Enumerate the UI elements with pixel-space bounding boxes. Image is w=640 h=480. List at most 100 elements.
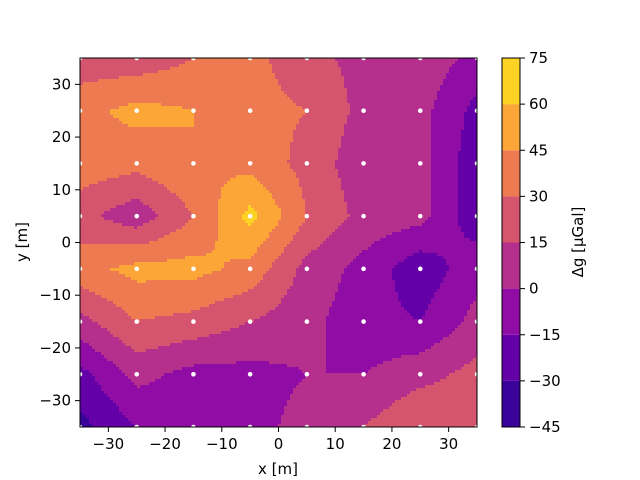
colorbar-band: [502, 334, 520, 381]
station-point: [361, 108, 366, 114]
station-point: [474, 371, 477, 377]
x-tick-label: −30: [93, 435, 125, 453]
station-point: [134, 319, 140, 324]
station-point: [247, 58, 253, 61]
station-point: [134, 266, 140, 272]
station-point: [304, 266, 310, 272]
station-point: [247, 266, 253, 272]
colorbar-tick-label: 45: [529, 141, 548, 159]
y-tick-label: 0: [61, 234, 71, 252]
station-point: [417, 319, 423, 324]
y-tick-label: −10: [39, 286, 71, 304]
station-point: [80, 108, 83, 114]
station-point: [361, 213, 366, 219]
y-tick-label: 10: [52, 181, 71, 199]
station-point: [134, 424, 140, 427]
colorbar-tick-label: 75: [529, 49, 548, 67]
station-point: [247, 319, 253, 324]
station-point: [304, 424, 310, 427]
station-point: [247, 108, 253, 114]
station-point: [134, 58, 140, 61]
station-point: [191, 319, 196, 324]
station-point: [191, 213, 196, 219]
station-point: [134, 371, 140, 377]
station-point: [474, 266, 477, 272]
station-point: [191, 424, 196, 427]
station-point: [417, 424, 423, 427]
colorbar-band: [502, 104, 520, 151]
colorbar: [502, 58, 520, 427]
station-point: [247, 161, 253, 166]
station-point: [80, 371, 83, 377]
station-point: [247, 371, 253, 377]
x-tick-label: −10: [206, 435, 238, 453]
contour-field: [80, 58, 477, 427]
station-point: [417, 266, 423, 272]
y-tick-label: −20: [39, 339, 71, 357]
y-tick-label: 20: [52, 128, 71, 146]
y-axis-label: y [m]: [13, 222, 31, 262]
colorbar-tick-label: 15: [529, 234, 548, 252]
colorbar-tick-label: −30: [529, 372, 561, 390]
colorbar-tick-label: 30: [529, 187, 548, 205]
station-point: [304, 371, 310, 377]
station-point: [247, 424, 253, 427]
y-axis-ticks: −30 −20 −10 0 10 20 30: [39, 75, 80, 410]
x-tick-label: −20: [149, 435, 181, 453]
station-point: [474, 319, 477, 324]
colorbar-band: [502, 242, 520, 289]
station-point: [191, 58, 196, 61]
station-point: [191, 371, 196, 377]
colorbar-band: [502, 380, 520, 427]
station-point: [80, 319, 83, 324]
y-tick-label: 30: [52, 75, 71, 93]
station-point: [304, 319, 310, 324]
station-point: [361, 58, 366, 61]
station-point: [361, 161, 366, 166]
x-tick-label: 0: [274, 435, 284, 453]
colorbar-band: [502, 150, 520, 197]
station-point: [191, 266, 196, 272]
x-tick-label: 10: [326, 435, 345, 453]
station-point: [361, 266, 366, 272]
colorbar-tick-label: 60: [529, 95, 548, 113]
station-point: [134, 213, 140, 219]
station-point: [361, 424, 366, 427]
x-axis-ticks: −30 −20 −10 0 10 20 30: [93, 427, 458, 453]
station-point: [191, 161, 196, 166]
station-point: [417, 213, 423, 219]
colorbar-band: [502, 196, 520, 243]
colorbar-label: Δg [μGal]: [569, 207, 587, 278]
station-point: [474, 58, 477, 61]
station-point: [474, 108, 477, 114]
colorbar-tick-label: 0: [529, 280, 539, 298]
x-tick-label: 20: [382, 435, 401, 453]
colorbar-band: [502, 58, 520, 105]
station-point: [80, 213, 83, 219]
x-axis-label: x [m]: [258, 460, 298, 478]
station-point: [80, 58, 83, 61]
station-point: [80, 161, 83, 166]
station-point: [304, 108, 310, 114]
station-point: [417, 371, 423, 377]
station-point: [80, 424, 83, 427]
colorbar-tick-label: −45: [529, 418, 561, 436]
station-point: [134, 161, 140, 166]
station-point: [80, 266, 83, 272]
station-point: [474, 424, 477, 427]
station-point: [361, 319, 366, 324]
station-point: [417, 161, 423, 166]
station-point: [417, 108, 423, 114]
station-point: [474, 161, 477, 166]
x-tick-label: 30: [439, 435, 458, 453]
station-points: [80, 58, 477, 427]
station-point: [417, 58, 423, 61]
colorbar-band: [502, 288, 520, 335]
station-point: [191, 108, 196, 114]
station-point: [134, 108, 140, 114]
y-tick-label: −30: [39, 392, 71, 410]
station-point: [304, 161, 310, 166]
colorbar-ticks: −45 −30 −15 0 15 30 45 60 75: [520, 49, 561, 436]
station-point: [304, 58, 310, 61]
